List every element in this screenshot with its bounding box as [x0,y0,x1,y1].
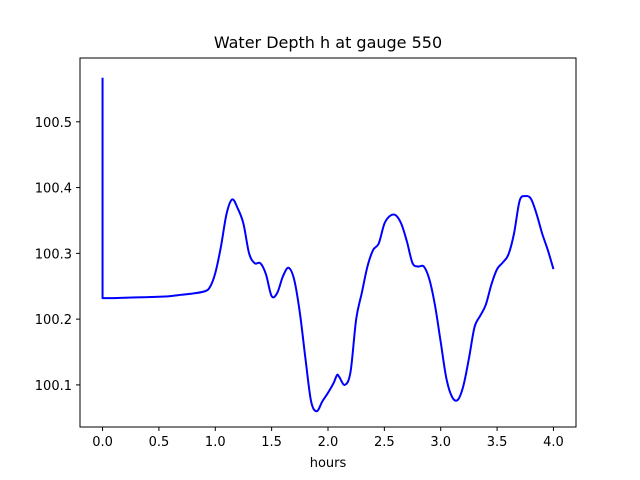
x-tick-label: 2.0 [318,435,339,450]
x-tick-label: 4.0 [543,435,564,450]
series-layer [101,77,555,413]
y-tick-label: 100.4 [35,182,72,197]
x-tick-label: 0.0 [92,435,113,450]
x-tick-label: 2.5 [374,435,395,450]
series-line [101,77,555,413]
y-tick-label: 100.2 [35,313,72,328]
x-tick-label: 0.5 [149,435,170,450]
y-tick-label: 100.3 [35,247,72,262]
x-axis-ticks: 0.0 0.5 1.0 1.5 2.0 2.5 3.0 3.5 4.0 [92,427,564,450]
chart-title: Water Depth h at gauge 550 [214,33,442,52]
x-tick-label: 3.0 [430,435,451,450]
x-tick-label: 1.5 [261,435,282,450]
y-tick-label: 100.1 [35,379,72,394]
y-axis-ticks: 100.1 100.2 100.3 100.4 100.5 [35,116,80,394]
y-tick-label: 100.5 [35,116,72,131]
x-axis-label: hours [310,456,347,471]
x-tick-label: 3.5 [487,435,508,450]
x-tick-label: 1.0 [205,435,226,450]
